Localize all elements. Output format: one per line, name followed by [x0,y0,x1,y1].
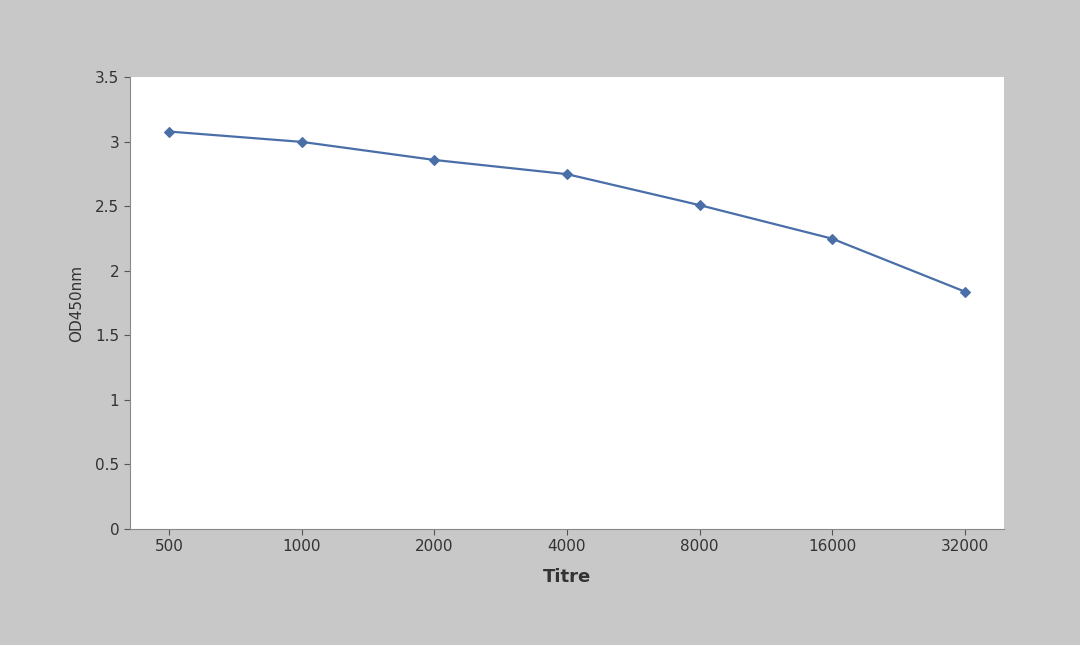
Y-axis label: OD450nm: OD450nm [69,264,84,342]
X-axis label: Titre: Titre [543,568,591,586]
